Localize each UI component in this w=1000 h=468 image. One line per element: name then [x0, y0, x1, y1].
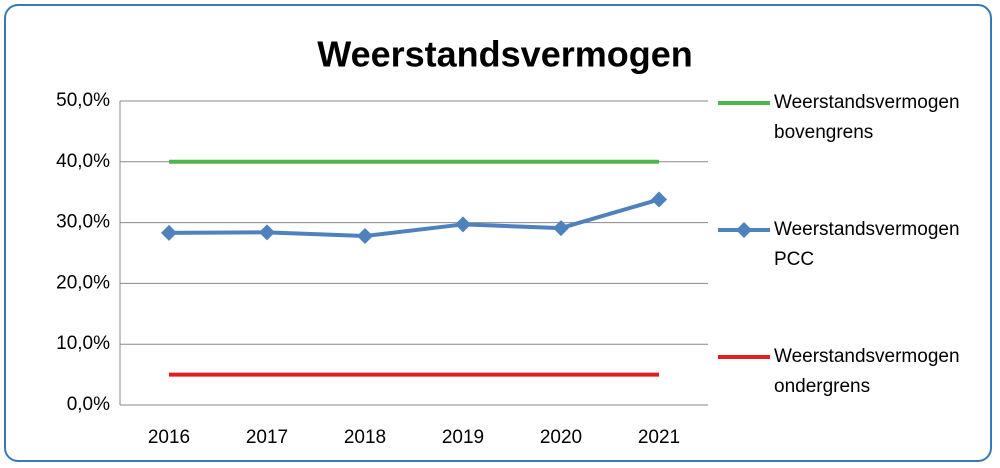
- legend-marker: [736, 222, 752, 238]
- x-tick-label: 2019: [442, 427, 484, 448]
- y-tick-label: 50,0%: [56, 90, 110, 111]
- legend-label: Weerstandsvermogen bovengrens: [774, 92, 960, 143]
- marker: [161, 224, 177, 241]
- y-tick-label: 0,0%: [67, 394, 110, 415]
- marker: [357, 227, 373, 244]
- x-tick-label: 2020: [540, 427, 582, 448]
- x-tick-label: 2017: [246, 427, 288, 448]
- x-tick-label: 2018: [344, 427, 386, 448]
- legend-label: Weerstandsvermogen ondergrens: [774, 346, 960, 397]
- marker: [455, 216, 471, 233]
- marker: [553, 220, 569, 237]
- chart-title: Weerstandsvermogen: [317, 34, 692, 75]
- y-tick-label: 20,0%: [56, 272, 110, 293]
- x-tick-label: 2021: [638, 427, 680, 448]
- y-tick-label: 40,0%: [56, 151, 110, 172]
- marker: [259, 224, 275, 241]
- y-tick-label: 10,0%: [56, 333, 110, 354]
- y-tick-label: 30,0%: [56, 212, 110, 233]
- chart-frame: [4, 4, 992, 462]
- marker: [651, 191, 667, 208]
- series-line: [168, 197, 660, 238]
- legend-label: Weerstandsvermogen PCC: [774, 219, 960, 270]
- x-tick-label: 2016: [148, 427, 190, 448]
